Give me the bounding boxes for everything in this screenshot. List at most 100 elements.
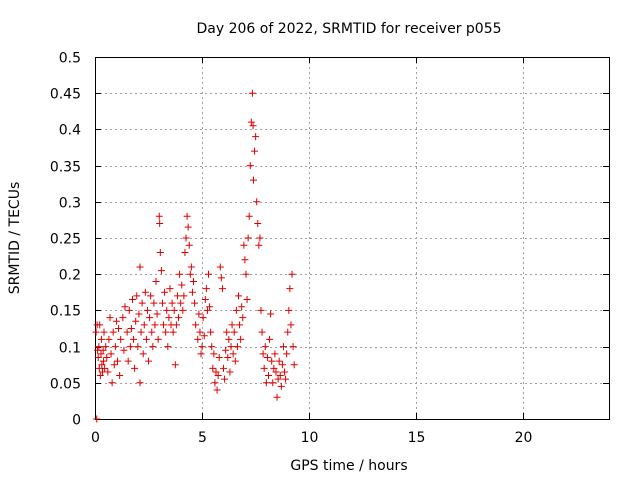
data-point [145,357,153,365]
data-point [207,328,215,336]
data-point [208,343,216,351]
data-point [266,335,274,343]
data-point [166,285,174,293]
data-point [230,328,238,336]
data-point [140,321,148,329]
data-point [177,299,185,307]
data-point [149,343,157,351]
data-point [165,314,173,322]
data-point [128,296,136,304]
data-point [222,346,230,354]
data-point [148,328,156,336]
data-point [104,368,112,376]
y-tick-label: 0.3 [59,196,81,212]
data-point [221,375,229,383]
data-point [136,379,144,387]
data-point [133,292,141,300]
data-point [101,364,109,372]
data-point [125,306,133,314]
data-point [239,314,247,322]
x-tick-label: 15 [408,430,426,446]
data-point [203,306,211,314]
data-point [180,292,188,300]
y-tick-label: 0 [72,413,81,429]
data-point [94,353,102,361]
x-tick-label: 10 [301,430,319,446]
data-point [198,343,206,351]
data-point [223,328,231,336]
data-point [146,314,154,322]
y-axis-label: SRMTID / TECUs [7,182,23,295]
data-point [201,296,209,304]
data-point [158,299,166,307]
data-point [254,220,262,228]
data-point [249,176,257,184]
axis-ticks: 0 0.05 0.1 0.15 0.2 0.25 0.3 0.35 0.4 0.45 0.5 0 5 10… [50,51,609,446]
data-point [200,332,208,340]
data-point [202,285,210,293]
data-point [141,288,149,296]
data-point [253,198,261,206]
data-point [247,118,255,126]
data-point [100,357,108,365]
data-point [115,325,123,332]
data-point [123,328,131,336]
data-point [130,335,138,343]
y-tick-label: 0.25 [50,232,81,248]
data-point [245,212,253,220]
data-point [274,375,282,383]
data-point [259,350,267,358]
data-point [183,212,191,220]
data-point [134,343,142,351]
data-point [157,267,165,275]
data-point [286,285,294,293]
data-point [126,343,134,351]
data-point [243,296,251,304]
data-point [170,306,178,314]
data-point [263,353,271,361]
data-point [162,328,170,336]
data-point [282,375,290,383]
data-point [210,350,218,358]
data-point [227,343,235,351]
data-point [111,343,119,351]
data-point [220,364,227,372]
y-tick-label: 0.05 [50,377,81,393]
data-point [96,372,104,380]
data-point [256,234,264,242]
data-point [205,270,213,278]
data-point [172,321,180,329]
data-point [290,361,298,369]
data-point [168,299,176,307]
data-point [238,303,246,311]
data-point [255,241,263,249]
data-point [278,361,286,369]
data-point [257,306,265,314]
data-point [147,292,155,300]
data-point [258,328,266,336]
data-point [96,321,104,329]
data-point [155,212,163,220]
data-point [197,350,205,358]
data-point [216,263,224,271]
data-point [285,306,293,314]
y-tick-label: 0.2 [59,268,81,284]
data-point [163,306,171,314]
data-point [152,277,160,285]
data-point [249,122,257,130]
data-point [108,379,116,387]
data-point [211,379,219,387]
data-point [231,357,239,365]
data-point [173,292,181,300]
data-point [154,335,162,343]
data-point [156,220,164,228]
data-point [109,328,117,336]
data-point [248,89,256,97]
data-point [179,306,187,314]
data-point [150,299,158,307]
chart-title: Day 206 of 2022, SRMTID for receiver p05… [196,21,501,37]
data-point [139,350,147,358]
data-point [213,386,221,394]
data-point [271,350,279,358]
